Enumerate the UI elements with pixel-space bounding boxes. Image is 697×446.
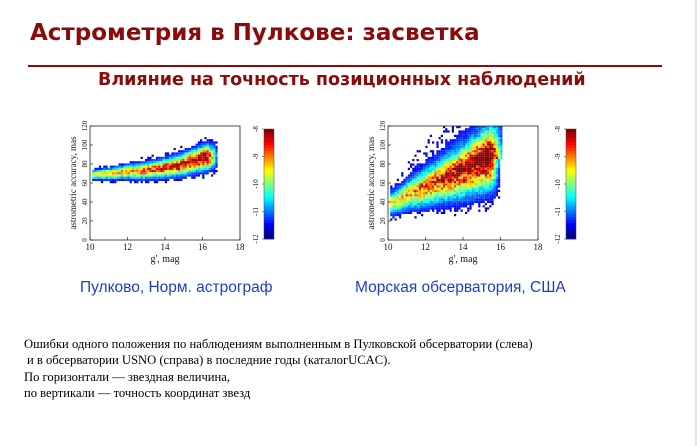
description-line-2: и в обсерватории USNO (справа) в последн…	[27, 353, 391, 368]
x-tick-label: 16	[198, 242, 208, 252]
x-tick-label: 18	[534, 242, 544, 252]
colorbar-tick-label: -9	[252, 153, 260, 159]
colorbar-tick-label: -12	[554, 234, 562, 244]
y-tick-label: 120	[379, 120, 387, 131]
description-line-3: По горизонтали — звездная величина,	[24, 369, 230, 384]
density-cells	[92, 137, 218, 184]
x-tick-label: 10	[86, 242, 96, 252]
caption-usno: Морская обсерватория, США	[355, 279, 566, 296]
x-axis-label: g', mag	[150, 254, 179, 265]
description: Ошибки одного положения по наблюдениям в…	[24, 336, 533, 401]
slide-subtitle: Влияние на точность позиционных наблюден…	[98, 70, 586, 90]
colorbar-tick-label: -11	[252, 206, 260, 216]
y-tick-label: 0	[379, 238, 387, 242]
y-tick-label: 100	[379, 139, 387, 150]
y-tick-label: 80	[379, 160, 387, 168]
colorbar	[566, 129, 576, 240]
y-tick-label: 40	[379, 198, 387, 206]
x-tick-label: 12	[421, 242, 430, 252]
slide-title: Астрометрия в Пулкове: засветка	[30, 20, 480, 46]
y-tick-label: 60	[81, 179, 89, 187]
y-tick-label: 80	[81, 160, 89, 168]
x-tick-label: 16	[496, 242, 506, 252]
x-tick-label: 18	[236, 242, 246, 252]
x-axis-label: g', mag	[448, 254, 477, 265]
y-tick-label: 60	[379, 179, 387, 187]
colorbar-tick-label: -10	[252, 179, 260, 189]
colorbar-tick-label: -9	[554, 153, 562, 159]
colorbar	[264, 129, 274, 240]
x-tick-label: 12	[123, 242, 132, 252]
description-line-4: по вертикали — точность координат звезд	[24, 385, 251, 400]
usno-accuracy-heatmap: 10 12 14 16 18 0 20 40 60 80 100 120 g', mag astromet…	[366, 120, 577, 265]
y-axis-label: astrometric accuracy, mas	[366, 136, 376, 230]
y-tick-label: 20	[81, 217, 89, 225]
caption-pulkovo: Пулково, Норм. астрограф	[80, 279, 273, 296]
y-tick-label: 20	[379, 217, 387, 225]
y-tick-label: 120	[81, 120, 89, 131]
y-tick-label: 100	[81, 139, 89, 150]
pulkovo-accuracy-heatmap: 10 12 14 16 18 0 20 40 60 80 100 120 g', mag astromet…	[68, 120, 275, 265]
colorbar-tick-label: -10	[554, 179, 562, 189]
y-axis-label: astrometric accuracy, mas	[68, 136, 78, 230]
x-tick-label: 14	[459, 242, 469, 252]
description-line-1: Ошибки одного положения по наблюдениям в…	[24, 337, 533, 351]
x-tick-label: 14	[161, 242, 171, 252]
colorbar-tick-label: -8	[252, 126, 260, 132]
colorbar-tick-label: -12	[252, 234, 260, 244]
y-tick-label: 0	[81, 238, 89, 242]
slide-edge	[695, 0, 697, 446]
colorbar-tick-label: -8	[554, 126, 562, 132]
density-cells	[390, 126, 503, 221]
x-tick-label: 10	[384, 242, 394, 252]
colorbar-tick-label: -11	[554, 206, 562, 216]
y-tick-label: 40	[81, 198, 89, 206]
title-divider	[28, 65, 662, 67]
